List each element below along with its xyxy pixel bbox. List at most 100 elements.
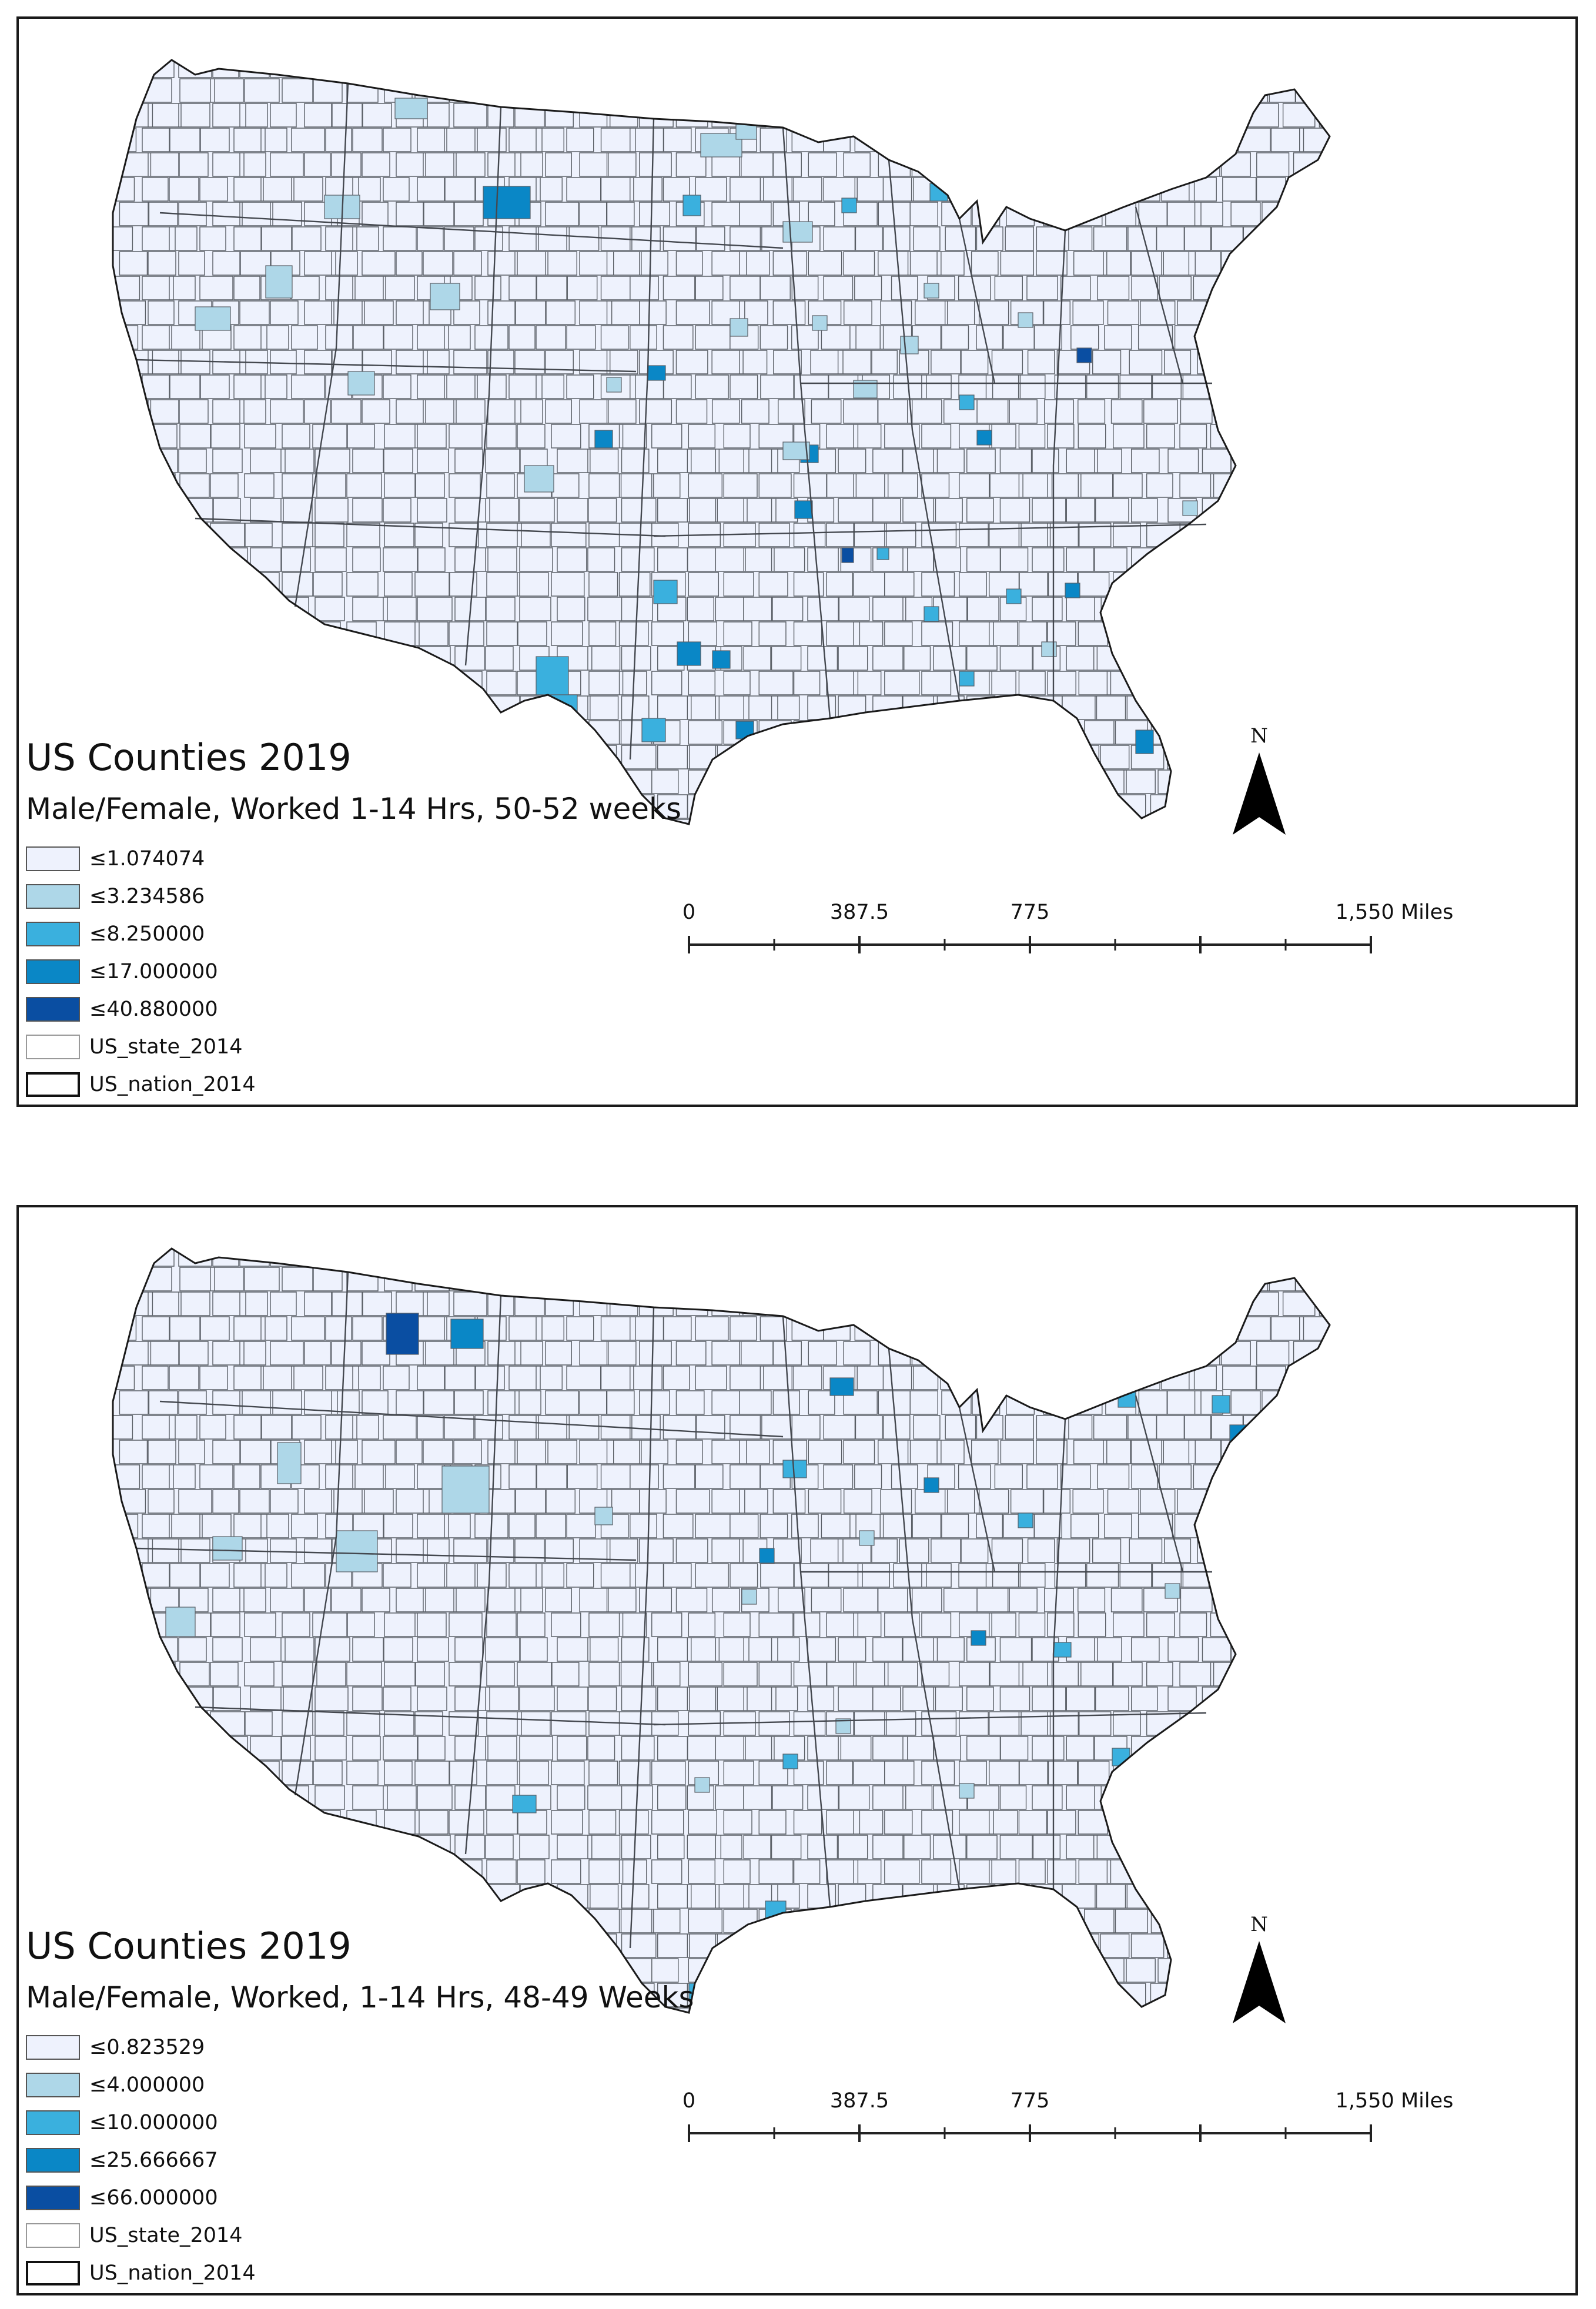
county-polygon xyxy=(536,656,569,695)
map-title: US Counties 2019 xyxy=(26,736,352,779)
map-panel-top: US Counties 2019 Male/Female, Worked 1-1… xyxy=(16,16,1578,1107)
county-polygon xyxy=(1229,1424,1251,1449)
legend-label: ≤4.000000 xyxy=(89,2073,205,2097)
legend-swatch xyxy=(26,997,80,1022)
county-polygon xyxy=(759,1548,775,1564)
legend-swatch xyxy=(26,922,80,946)
county-polygon xyxy=(1129,1795,1154,1816)
county-choropleth-map xyxy=(112,59,1331,825)
state-boundary-line xyxy=(1135,1395,1184,1572)
legend-swatch xyxy=(26,884,80,909)
scale-tick-label: 1,550 Miles xyxy=(1335,2089,1454,2113)
state-boundary-line xyxy=(159,1400,784,1438)
county-polygon xyxy=(1006,588,1022,604)
county-polygon xyxy=(924,606,939,622)
state-boundary-line xyxy=(159,212,784,249)
legend-label: ≤3.234586 xyxy=(89,885,205,908)
county-polygon xyxy=(347,371,375,396)
legend-swatch xyxy=(26,959,80,984)
county-polygon xyxy=(606,377,622,393)
scale-tick-label: 775 xyxy=(1010,901,1050,924)
state-boundary-line xyxy=(888,159,961,701)
legend-swatch xyxy=(26,1035,80,1059)
county-polygon xyxy=(1041,641,1057,657)
legend-swatch xyxy=(26,2035,80,2060)
state-boundaries xyxy=(136,83,1212,760)
map-subtitle: Male/Female, Worked 1-14 Hrs, 50-52 week… xyxy=(26,792,682,826)
north-arrow: N xyxy=(1227,724,1291,842)
county-polygon xyxy=(265,265,293,299)
county-polygon xyxy=(1182,500,1198,516)
county-polygon xyxy=(1153,659,1169,675)
county-polygon xyxy=(971,1630,986,1646)
legend-swatch xyxy=(26,2223,80,2248)
legend-label: ≤17.000000 xyxy=(89,960,218,983)
county-polygon xyxy=(712,650,731,669)
legend: ≤1.074074 ≤3.234586 ≤8.250000 ≤17.000000… xyxy=(26,840,256,1103)
legend-item: US_state_2014 xyxy=(26,1028,256,1066)
scale-tick-label: 775 xyxy=(1010,2089,1050,2113)
county-polygon xyxy=(594,1507,613,1525)
county-polygon xyxy=(447,724,466,742)
county-polygon xyxy=(924,1477,939,1493)
legend-label: ≤25.666667 xyxy=(89,2149,218,2172)
county-polygon xyxy=(195,306,231,331)
county-polygon xyxy=(641,718,666,742)
county-polygon xyxy=(959,1783,975,1799)
county-polygon xyxy=(212,1536,243,1561)
county-polygon xyxy=(812,2019,845,2042)
county-polygon xyxy=(1165,1583,1180,1599)
legend-label: ≤1.074074 xyxy=(89,847,205,871)
county-polygon xyxy=(336,1530,378,1572)
county-polygon xyxy=(841,547,854,563)
county-polygon xyxy=(700,133,742,158)
county-polygon xyxy=(794,500,813,519)
legend-label: US_state_2014 xyxy=(89,2224,243,2247)
scale-bar: 0 387.5 775 1,550 Miles xyxy=(682,2089,1494,2148)
county-polygon xyxy=(929,1900,945,1916)
county-polygon xyxy=(483,186,531,219)
county-polygon xyxy=(277,1442,302,1484)
legend-swatch xyxy=(26,2110,80,2135)
legend-item: ≤40.880000 xyxy=(26,990,256,1028)
state-boundary-line xyxy=(653,523,1207,537)
county-polygon xyxy=(430,283,460,310)
legend-label: ≤8.250000 xyxy=(89,922,205,946)
legend-item: ≤17.000000 xyxy=(26,953,256,990)
county-polygon xyxy=(876,547,889,560)
state-boundary-line xyxy=(958,1407,996,1572)
state-boundaries xyxy=(136,1271,1212,1949)
legend-swatch xyxy=(26,2186,80,2210)
legend-swatch xyxy=(26,2148,80,2173)
scale-tick-label: 387.5 xyxy=(829,901,889,924)
county-choropleth-map xyxy=(112,1247,1331,2042)
state-boundary-line xyxy=(629,118,655,760)
county-polygon xyxy=(682,195,701,216)
legend-item: US_nation_2014 xyxy=(26,1066,256,1103)
state-boundary-line xyxy=(653,1712,1207,1726)
county-polygon xyxy=(524,465,554,493)
county-polygon xyxy=(735,721,754,739)
legend-item: ≤66.000000 xyxy=(26,2179,256,2217)
county-polygon xyxy=(782,1460,807,1478)
county-polygon xyxy=(694,1777,710,1793)
legend-swatch xyxy=(26,2261,80,2285)
legend-item: ≤3.234586 xyxy=(26,878,256,915)
legend-swatch xyxy=(26,2073,80,2097)
scale-tick-label: 1,550 Miles xyxy=(1335,901,1454,924)
state-boundary-line xyxy=(136,1547,637,1561)
scale-bar: 0 387.5 775 1,550 Miles xyxy=(682,901,1494,959)
county-polygon xyxy=(165,1607,196,1637)
legend: ≤0.823529 ≤4.000000 ≤10.000000 ≤25.66666… xyxy=(26,2029,256,2292)
county-polygon xyxy=(450,1319,484,1349)
map-title: US Counties 2019 xyxy=(26,1925,352,1967)
county-polygon xyxy=(594,430,613,449)
county-polygon xyxy=(1212,1395,1230,1414)
legend-item: ≤0.823529 xyxy=(26,2029,256,2066)
legend-item: ≤25.666667 xyxy=(26,2141,256,2179)
county-polygon xyxy=(1153,1859,1169,1875)
county-polygon xyxy=(1065,583,1080,598)
state-boundary-line xyxy=(136,359,637,373)
county-polygon xyxy=(841,198,857,213)
legend-swatch xyxy=(26,846,80,871)
